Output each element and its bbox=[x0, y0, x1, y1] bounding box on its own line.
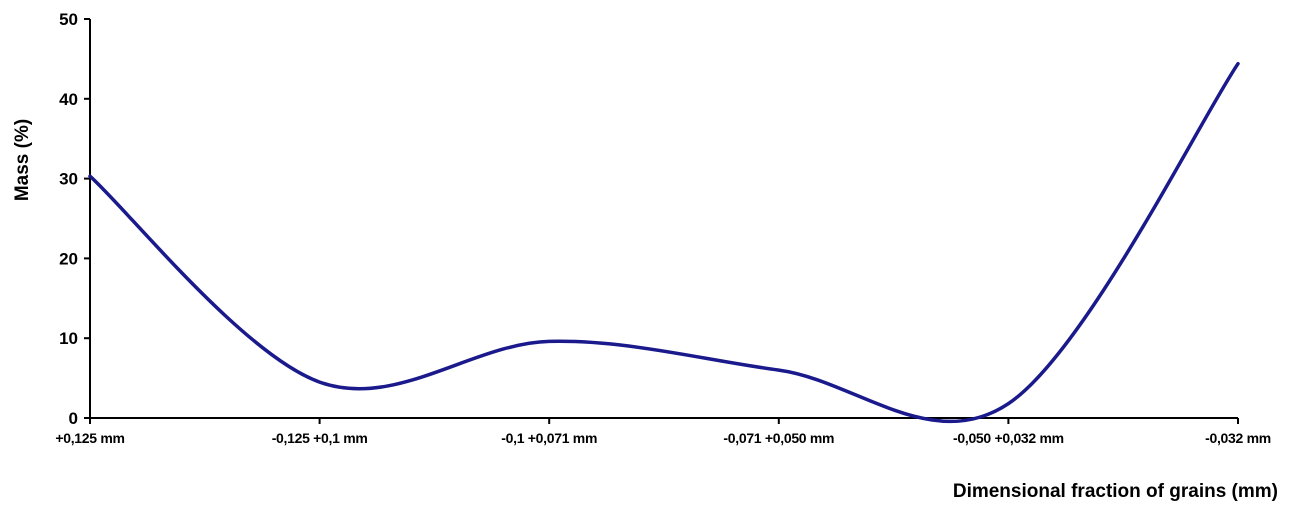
y-tick-label: 10 bbox=[59, 329, 78, 348]
series-layer bbox=[88, 61, 1240, 424]
y-axis-title: Mass (%) bbox=[12, 119, 33, 201]
series-line bbox=[88, 61, 1240, 424]
x-axis: +0,125 mm -0,125 +0,1 mm -0,1 +0,071 mm -0,… bbox=[55, 417, 1271, 446]
x-tick-label: -0,071 +0,050 mm bbox=[723, 430, 834, 446]
x-tick-label: -0,1 +0,071 mm bbox=[501, 430, 597, 446]
x-axis-title: Dimensional fraction of grains (mm) bbox=[953, 481, 1278, 502]
y-tick-label: 20 bbox=[59, 249, 78, 268]
y-tick-label: 50 bbox=[59, 10, 78, 29]
x-tick-label: +0,125 mm bbox=[55, 430, 124, 446]
y-tick-label: 40 bbox=[59, 90, 78, 109]
x-tick-label: -0,032 mm bbox=[1205, 430, 1271, 446]
y-tick-label: 0 bbox=[69, 409, 78, 428]
x-tick-label: -0,050 +0,032 mm bbox=[953, 430, 1064, 446]
x-tick-label: -0,125 +0,1 mm bbox=[272, 430, 368, 446]
y-axis: 0 10 20 30 40 50 bbox=[59, 10, 91, 428]
y-tick-label: 30 bbox=[59, 170, 78, 189]
